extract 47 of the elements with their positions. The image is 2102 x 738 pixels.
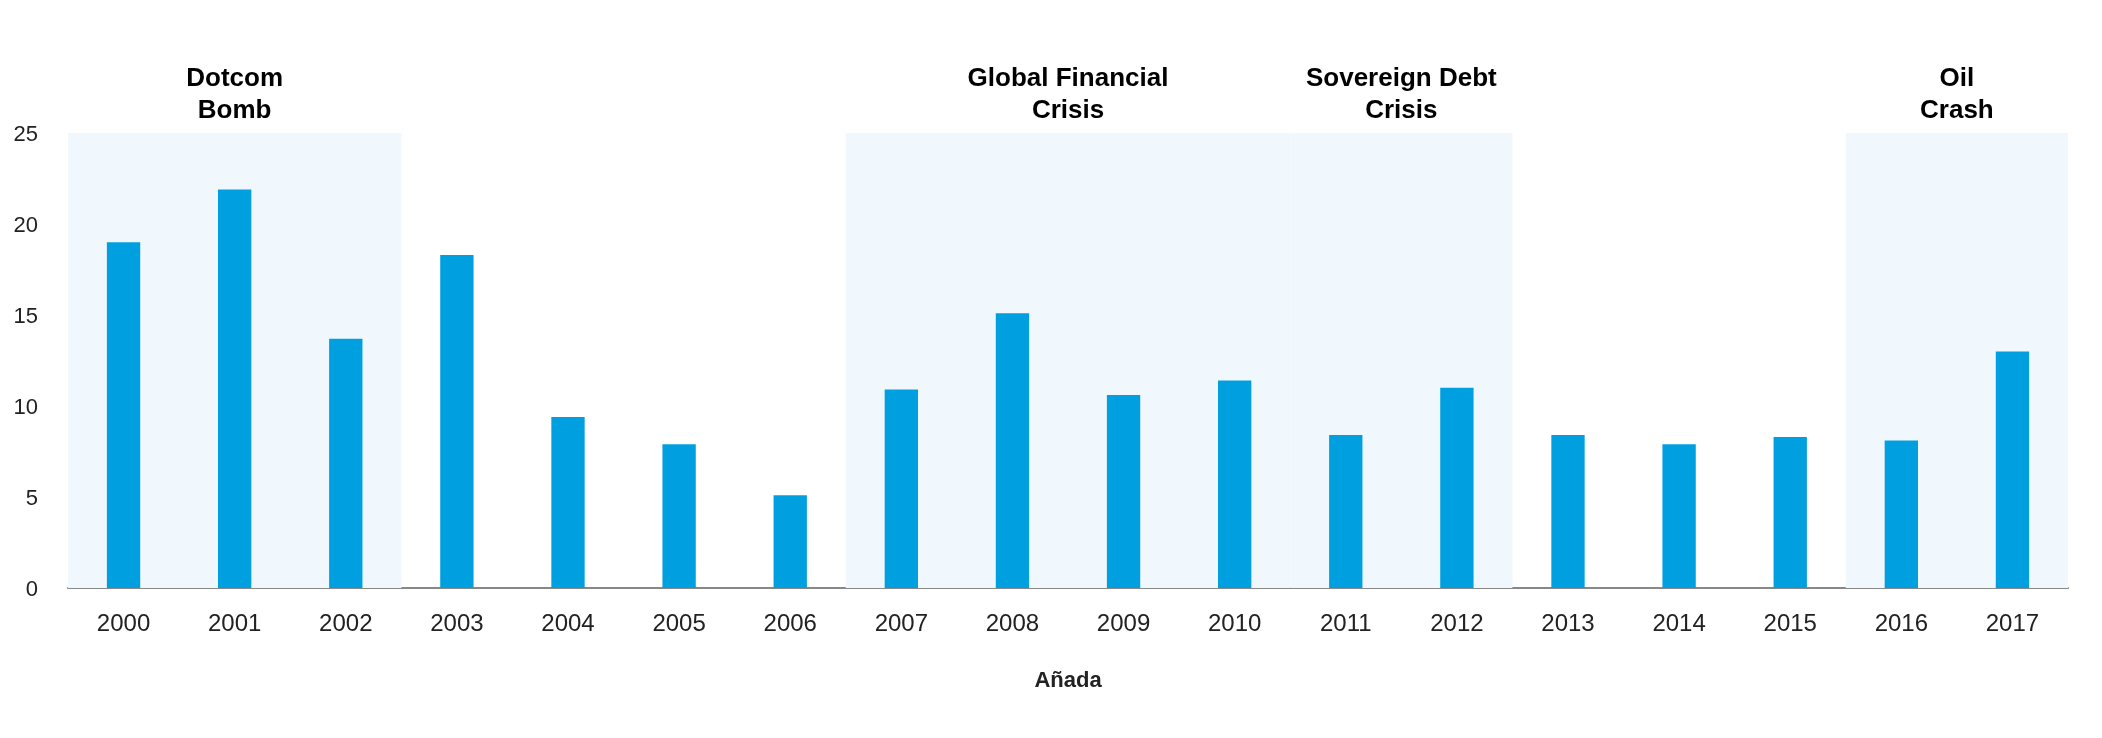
x-axis-title: Añada xyxy=(1034,666,1103,692)
bar xyxy=(1551,435,1585,588)
band-label: Sovereign Debt Crisis xyxy=(1305,62,1498,124)
bar xyxy=(1106,395,1141,588)
bar xyxy=(551,416,585,588)
bar xyxy=(662,444,696,588)
y-tick-label: 20 xyxy=(13,211,38,237)
bar xyxy=(1218,380,1252,588)
x-tick-label: 2015 xyxy=(1763,608,1817,636)
x-tick-label: 2012 xyxy=(1430,608,1484,636)
x-tick-label: 2014 xyxy=(1652,608,1706,636)
bar xyxy=(1884,440,1918,588)
band-label: Oil Crash xyxy=(1920,62,1994,124)
x-tick-label: 2017 xyxy=(1985,608,2040,636)
y-tick-label: 10 xyxy=(13,393,38,419)
bar xyxy=(106,242,141,588)
bar xyxy=(1662,444,1696,588)
band-label: Global Financial Crisis xyxy=(967,62,1169,124)
bar xyxy=(329,338,363,588)
bar xyxy=(1440,387,1474,588)
x-tick-label: 2011 xyxy=(1319,608,1372,636)
bar xyxy=(995,313,1030,588)
band-label: Dotcom Bomb xyxy=(186,62,284,124)
y-tick-label: 0 xyxy=(25,575,38,601)
x-tick-label: 2000 xyxy=(96,608,151,636)
x-tick-label: 2009 xyxy=(1096,608,1151,636)
bar xyxy=(773,495,807,588)
bar xyxy=(1329,435,1363,588)
bar xyxy=(884,389,918,588)
x-tick-label: 2002 xyxy=(319,608,373,636)
x-tick-label: 2001 xyxy=(207,608,262,636)
x-tick-label: 2005 xyxy=(652,608,706,636)
x-tick-label: 2008 xyxy=(985,608,1040,636)
bar xyxy=(1773,436,1807,588)
bar xyxy=(440,254,474,588)
x-tick-label: 2004 xyxy=(541,608,595,636)
x-tick-label: 2006 xyxy=(763,608,817,636)
y-tick-label: 5 xyxy=(25,484,38,510)
x-tick-label: 2013 xyxy=(1541,608,1595,636)
bar xyxy=(1995,351,2030,588)
x-tick-label: 2007 xyxy=(874,608,929,636)
bar xyxy=(218,189,252,588)
x-tick-label: 2010 xyxy=(1207,608,1262,636)
x-tick-label: 2003 xyxy=(430,608,484,636)
x-tick-label: 2016 xyxy=(1874,608,1929,636)
y-tick-label: 25 xyxy=(13,120,38,146)
y-tick-label: 15 xyxy=(13,302,38,328)
